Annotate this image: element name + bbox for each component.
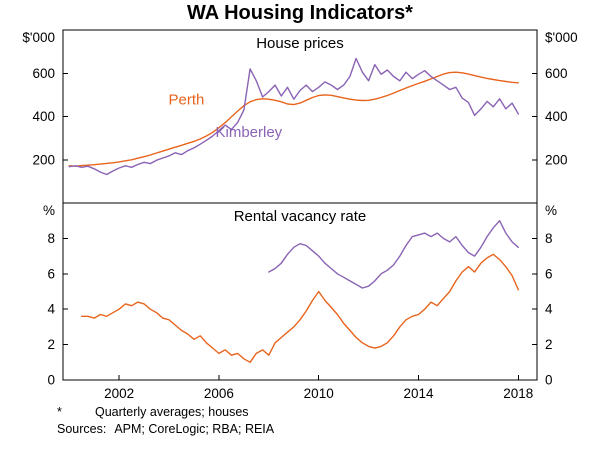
footnote-line: * Quarterly averages; houses xyxy=(57,404,274,421)
y-tick-label-right: 0 xyxy=(545,373,553,388)
panel-border-bottom xyxy=(62,202,538,381)
panel-title: Rental vacancy rate xyxy=(234,208,367,225)
y-tick-label-left: 400 xyxy=(32,109,55,124)
y-tick-label-right: 200 xyxy=(545,152,568,167)
y-tick-label-right: 600 xyxy=(545,66,568,81)
y-tick-label-right: 6 xyxy=(545,266,553,281)
panel-title: House prices xyxy=(256,35,344,52)
sources-line: Sources: APM; CoreLogic; RBA; REIA xyxy=(57,421,274,438)
sources-text: APM; CoreLogic; RBA; REIA xyxy=(114,422,275,436)
unit-label-left: % xyxy=(43,203,55,218)
sources-label: Sources: xyxy=(57,422,107,436)
y-tick-label-left: 2 xyxy=(47,337,55,352)
y-tick-label-left: 600 xyxy=(32,66,55,81)
unit-label-left: $'000 xyxy=(22,30,55,45)
footnote-text: Quarterly averages; houses xyxy=(95,405,249,419)
series-line-kimberley-top xyxy=(68,57,519,176)
x-tick-label: 2014 xyxy=(403,386,434,400)
y-tick-label-right: 400 xyxy=(545,109,568,124)
y-tick-label-left: 200 xyxy=(32,152,55,167)
unit-label-right: $'000 xyxy=(545,30,578,45)
x-tick-label: 2010 xyxy=(304,386,334,400)
y-tick-label-left: 4 xyxy=(47,302,55,317)
unit-label-right: % xyxy=(545,203,557,218)
series-line-perth-bottom xyxy=(80,253,519,363)
series-label-perth: Perth xyxy=(169,92,205,109)
panel-border-top xyxy=(62,29,538,204)
footnote-marker: * xyxy=(57,405,62,419)
y-tick-label-left: 8 xyxy=(47,231,55,246)
series-label-kimberley: Kimberley xyxy=(216,124,283,141)
y-tick-label-right: 8 xyxy=(545,231,553,246)
x-tick-label: 2018 xyxy=(503,386,533,400)
series-line-perth-top xyxy=(68,71,519,167)
series-line-kimberley-bottom xyxy=(268,219,519,289)
y-tick-label-right: 2 xyxy=(545,337,553,352)
y-tick-label-left: 6 xyxy=(47,266,55,281)
x-tick-label: 2006 xyxy=(204,386,234,400)
y-tick-label-right: 4 xyxy=(545,302,553,317)
y-tick-label-left: 0 xyxy=(47,373,55,388)
footnotes: * Quarterly averages; houses Sources: APM;… xyxy=(57,404,274,438)
chart-title: WA Housing Indicators* xyxy=(187,2,413,24)
x-tick-label: 2002 xyxy=(104,386,134,400)
